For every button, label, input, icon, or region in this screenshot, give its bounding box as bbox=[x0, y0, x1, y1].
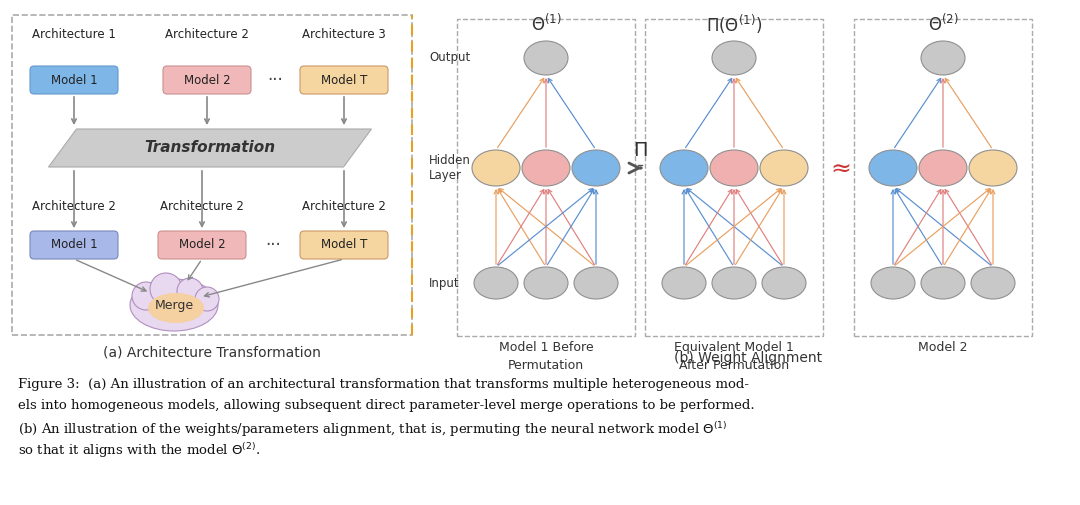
Ellipse shape bbox=[969, 150, 1017, 186]
Text: Hidden: Hidden bbox=[429, 154, 471, 167]
FancyBboxPatch shape bbox=[163, 66, 251, 94]
Text: so that it aligns with the model $\Theta^{(2)}$.: so that it aligns with the model $\Theta… bbox=[18, 441, 260, 460]
Text: (b) Weight Alignment: (b) Weight Alignment bbox=[674, 351, 822, 365]
Ellipse shape bbox=[869, 150, 917, 186]
Ellipse shape bbox=[474, 267, 518, 299]
Text: ···: ··· bbox=[265, 236, 281, 254]
Text: Layer: Layer bbox=[429, 170, 462, 182]
Ellipse shape bbox=[712, 41, 756, 75]
Text: Model T: Model T bbox=[321, 74, 367, 86]
Text: Transformation: Transformation bbox=[145, 140, 275, 156]
Bar bbox=[12, 15, 411, 335]
Ellipse shape bbox=[921, 267, 966, 299]
Text: Equivalent Model 1
After Permutation: Equivalent Model 1 After Permutation bbox=[674, 341, 794, 372]
Ellipse shape bbox=[524, 267, 568, 299]
Text: $\Pi$: $\Pi$ bbox=[633, 140, 647, 160]
Text: Model 1 Before
Permutation: Model 1 Before Permutation bbox=[499, 341, 593, 372]
FancyBboxPatch shape bbox=[30, 66, 118, 94]
Circle shape bbox=[132, 282, 160, 310]
Circle shape bbox=[150, 273, 183, 305]
Text: Model T: Model T bbox=[321, 238, 367, 251]
Circle shape bbox=[177, 278, 203, 304]
Text: Model 1: Model 1 bbox=[51, 238, 97, 251]
Text: Architecture 2: Architecture 2 bbox=[302, 200, 386, 214]
Ellipse shape bbox=[148, 293, 204, 323]
Bar bbox=[645, 19, 823, 336]
Circle shape bbox=[195, 287, 219, 311]
Text: Architecture 2: Architecture 2 bbox=[160, 200, 244, 214]
Text: $\approx$: $\approx$ bbox=[826, 156, 851, 180]
Polygon shape bbox=[49, 129, 372, 167]
FancyBboxPatch shape bbox=[300, 231, 388, 259]
Text: (a) Architecture Transformation: (a) Architecture Transformation bbox=[103, 346, 321, 360]
FancyBboxPatch shape bbox=[30, 231, 118, 259]
Ellipse shape bbox=[524, 41, 568, 75]
Text: Input: Input bbox=[429, 277, 460, 289]
Ellipse shape bbox=[762, 267, 806, 299]
FancyBboxPatch shape bbox=[300, 66, 388, 94]
Ellipse shape bbox=[712, 267, 756, 299]
Ellipse shape bbox=[760, 150, 808, 186]
Text: $\Theta^{(2)}$: $\Theta^{(2)}$ bbox=[928, 14, 958, 35]
Text: $\Pi(\Theta^{(1)})$: $\Pi(\Theta^{(1)})$ bbox=[706, 13, 762, 35]
Text: Model 1: Model 1 bbox=[51, 74, 97, 86]
Text: (b) An illustration of the weights/parameters alignment, that is, permuting the : (b) An illustration of the weights/param… bbox=[18, 420, 728, 439]
Text: Model 2: Model 2 bbox=[178, 238, 226, 251]
Text: $\Theta^{(1)}$: $\Theta^{(1)}$ bbox=[530, 14, 562, 35]
FancyArrowPatch shape bbox=[629, 163, 640, 173]
Ellipse shape bbox=[870, 267, 915, 299]
Ellipse shape bbox=[710, 150, 758, 186]
Bar bbox=[457, 19, 635, 336]
Text: Architecture 3: Architecture 3 bbox=[302, 28, 386, 41]
Ellipse shape bbox=[522, 150, 570, 186]
Text: Architecture 2: Architecture 2 bbox=[32, 200, 116, 214]
FancyBboxPatch shape bbox=[158, 231, 246, 259]
Text: Output: Output bbox=[429, 52, 470, 65]
Ellipse shape bbox=[130, 279, 218, 331]
Ellipse shape bbox=[472, 150, 519, 186]
Text: Figure 3:  (a) An illustration of an architectural transformation that transform: Figure 3: (a) An illustration of an arch… bbox=[18, 378, 750, 391]
Text: els into homogeneous models, allowing subsequent direct parameter-level merge op: els into homogeneous models, allowing su… bbox=[18, 399, 755, 412]
Text: Architecture 2: Architecture 2 bbox=[165, 28, 248, 41]
Ellipse shape bbox=[573, 267, 618, 299]
Text: Architecture 1: Architecture 1 bbox=[32, 28, 116, 41]
Ellipse shape bbox=[572, 150, 620, 186]
Bar bbox=[854, 19, 1032, 336]
Ellipse shape bbox=[660, 150, 708, 186]
Text: ···: ··· bbox=[268, 71, 283, 89]
Text: Model 2: Model 2 bbox=[918, 341, 968, 354]
Ellipse shape bbox=[662, 267, 706, 299]
Text: Merge: Merge bbox=[154, 298, 193, 312]
Ellipse shape bbox=[971, 267, 1015, 299]
Text: Model 2: Model 2 bbox=[184, 74, 230, 86]
Ellipse shape bbox=[921, 41, 966, 75]
Ellipse shape bbox=[919, 150, 967, 186]
